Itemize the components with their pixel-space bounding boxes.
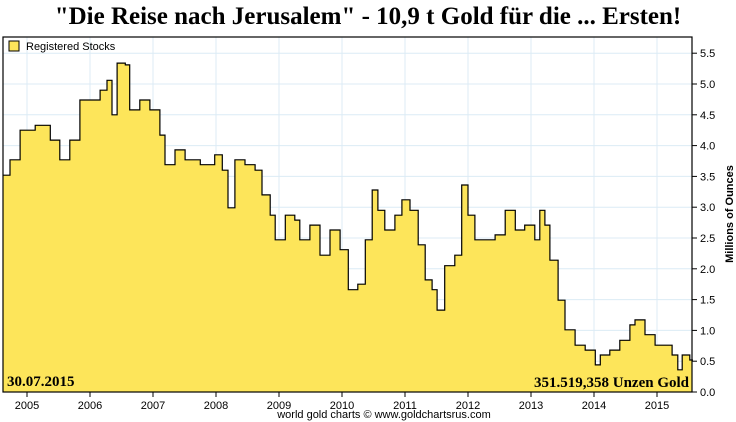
y-tick-label: 4.5	[700, 110, 715, 122]
line-registered-stocks	[3, 62, 693, 371]
y-tick-label: 0.5	[700, 356, 715, 368]
y-tick-label: 5.0	[700, 79, 715, 91]
y-tick-label: 3.5	[700, 171, 715, 183]
y-tick-label: 3.0	[700, 202, 715, 214]
x-tick-label: 2011	[393, 400, 417, 412]
y-axis-label: Millions of Ounces	[724, 165, 736, 263]
x-tick-label: 2015	[645, 400, 669, 412]
y-tick-label: 2.5	[700, 233, 715, 245]
y-tick-label: 1.0	[700, 325, 715, 337]
area-registered-stocks	[3, 63, 693, 392]
legend: Registered Stocks	[8, 40, 116, 53]
x-tick-label: 2010	[330, 400, 354, 412]
x-tick-label: 2006	[78, 400, 102, 412]
x-axis: 2005 2006 2007 2008 2009 2010 2011 2012 2013 2014…	[15, 392, 669, 412]
credit-text: world gold charts © www.goldchartsrus.co…	[276, 409, 491, 421]
date-annotation: 30.07.2015	[7, 374, 75, 390]
y-tick-label: 5.5	[700, 48, 715, 60]
plot-border	[2, 36, 693, 393]
y-tick-label: 2.0	[700, 264, 715, 276]
x-tick-label: 2012	[456, 400, 480, 412]
x-tick-label: 2013	[519, 400, 543, 412]
legend-swatch	[8, 40, 20, 52]
legend-label: Registered Stocks	[26, 41, 116, 53]
y-tick-label: 0.0	[700, 387, 715, 399]
x-tick-label: 2007	[141, 400, 165, 412]
y-axis: 0.0 0.5 1.0 1.5 2.0 2.5 3.0 3.5 4.0 4.5 5.0 5.5	[692, 48, 715, 399]
x-tick-label: 2005	[15, 400, 39, 412]
x-tick-label: 2009	[267, 400, 291, 412]
y-tick-label: 1.5	[700, 295, 715, 307]
y-tick-label: 4.0	[700, 141, 715, 153]
x-tick-label: 2014	[582, 400, 606, 412]
amount-annotation: 351.519,358 Unzen Gold	[534, 375, 690, 391]
x-tick-label: 2008	[204, 400, 228, 412]
chart-title: "Die Reise nach Jerusalem" - 10,9 t Gold…	[54, 3, 682, 30]
